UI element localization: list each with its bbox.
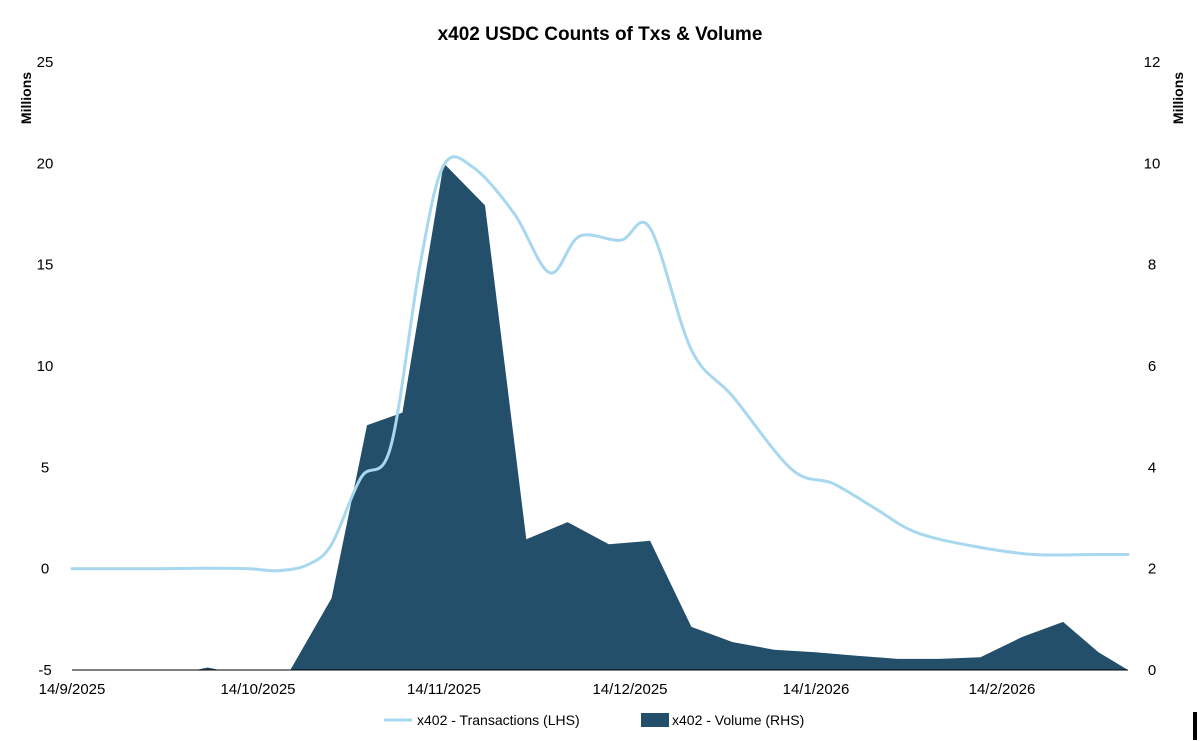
right-tick-label: 8 <box>1148 257 1156 274</box>
x-tick-label: 14/9/2025 <box>39 681 106 698</box>
right-tick-label: 0 <box>1148 662 1156 679</box>
left-tick-label: 15 <box>37 257 54 274</box>
x-tick-label: 14/2/2026 <box>969 681 1036 698</box>
left-tick-label: 10 <box>37 358 54 375</box>
right-tick-label: 4 <box>1148 459 1156 476</box>
right-tick-label: 12 <box>1144 54 1161 71</box>
transactions-line-layer <box>70 155 1130 573</box>
right-axis-unit-label: Millions <box>1170 72 1186 124</box>
right-tick-label: 2 <box>1148 561 1156 578</box>
x-tick-label: 14/1/2026 <box>783 681 850 698</box>
volume-area-layer <box>72 163 1128 671</box>
legend-volume-swatch <box>641 713 669 727</box>
right-tick-label: 10 <box>1144 155 1161 172</box>
left-axis-unit-label: Millions <box>18 72 34 124</box>
right-tick-label: 6 <box>1148 358 1156 375</box>
x-tick-label: 14/10/2025 <box>220 681 295 698</box>
legend-transactions-label: x402 - Transactions (LHS) <box>417 712 580 728</box>
corner-mark <box>1193 712 1197 740</box>
left-axis-ticks: -5 0 5 10 15 20 25 <box>37 54 54 679</box>
left-tick-label: 5 <box>41 459 49 476</box>
legend-volume-label: x402 - Volume (RHS) <box>672 712 804 728</box>
left-tick-label: -5 <box>38 662 51 679</box>
legend: x402 - Transactions (LHS) x402 - Volume … <box>384 712 804 728</box>
left-tick-label: 25 <box>37 54 54 71</box>
right-axis-ticks: 0 2 4 6 8 10 12 <box>1144 54 1161 679</box>
x-tick-label: 14/12/2025 <box>592 681 667 698</box>
chart-title: x402 USDC Counts of Txs & Volume <box>438 24 763 45</box>
transactions-line <box>70 155 1130 573</box>
x-tick-label: 14/11/2025 <box>407 681 481 698</box>
volume-area <box>72 163 1128 671</box>
x-axis-ticks: 14/9/2025 14/10/2025 14/11/2025 14/12/2025 1… <box>39 681 1036 698</box>
left-tick-label: 0 <box>41 561 49 578</box>
left-tick-label: 20 <box>37 155 54 172</box>
